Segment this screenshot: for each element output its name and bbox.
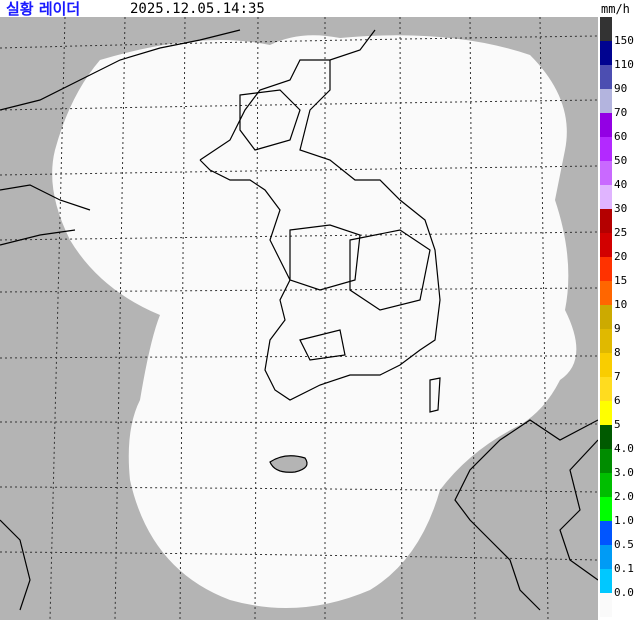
lat-lon-grid xyxy=(0,17,598,620)
app-title: 실황 레이더 xyxy=(6,0,81,18)
legend-color-block xyxy=(600,377,612,401)
legend-label: 9 xyxy=(614,322,621,335)
legend-color-block xyxy=(600,545,612,569)
legend-color-block xyxy=(600,17,612,41)
legend-color-block xyxy=(600,161,612,185)
legend-label: 110 xyxy=(614,58,634,71)
legend-color-block xyxy=(600,521,612,545)
legend-color-block xyxy=(600,41,612,65)
radar-map[interactable] xyxy=(0,17,598,620)
legend-label: 90 xyxy=(614,82,628,95)
legend-label: 0.0 xyxy=(614,586,634,599)
legend-label: 0.5 xyxy=(614,538,634,551)
legend-label: 25 xyxy=(614,226,628,239)
legend-color-block xyxy=(600,113,612,137)
legend-label: 7 xyxy=(614,370,621,383)
legend-label: 30 xyxy=(614,202,628,215)
legend-color-block xyxy=(600,209,612,233)
legend-color-block xyxy=(600,233,612,257)
legend-color-block xyxy=(600,185,612,209)
legend-color-block xyxy=(600,569,612,593)
legend-unit: mm/h xyxy=(601,2,630,16)
legend-label: 20 xyxy=(614,250,628,263)
legend-color-block xyxy=(600,353,612,377)
legend-color-block xyxy=(600,401,612,425)
legend-label: 3.0 xyxy=(614,466,634,479)
coastlines xyxy=(0,29,598,611)
legend-color-block xyxy=(600,593,612,617)
legend-label: 5 xyxy=(614,418,621,431)
legend-label: 0.1 xyxy=(614,562,634,575)
legend-label: 2.0 xyxy=(614,490,634,503)
legend-color-block xyxy=(600,65,612,89)
legend-label: 50 xyxy=(614,154,628,167)
legend-label: 4.0 xyxy=(614,442,634,455)
legend-color-block xyxy=(600,137,612,161)
legend-color-block xyxy=(600,449,612,473)
legend-label: 10 xyxy=(614,298,628,311)
precipitation-legend xyxy=(600,17,612,617)
legend-label: 8 xyxy=(614,346,621,359)
timestamp: 2025.12.05.14:35 xyxy=(130,1,265,17)
legend-label: 1.0 xyxy=(614,514,634,527)
legend-color-block xyxy=(600,497,612,521)
legend-color-block xyxy=(600,305,612,329)
legend-color-block xyxy=(600,89,612,113)
legend-label: 6 xyxy=(614,394,621,407)
legend-label: 15 xyxy=(614,274,628,287)
legend-color-block xyxy=(600,425,612,449)
legend-label: 60 xyxy=(614,130,628,143)
legend-label: 150 xyxy=(614,34,634,47)
legend-label: 40 xyxy=(614,178,628,191)
legend-color-block xyxy=(600,281,612,305)
legend-color-block xyxy=(600,329,612,353)
legend-color-block xyxy=(600,257,612,281)
legend-color-block xyxy=(600,473,612,497)
legend-label: 70 xyxy=(614,106,628,119)
